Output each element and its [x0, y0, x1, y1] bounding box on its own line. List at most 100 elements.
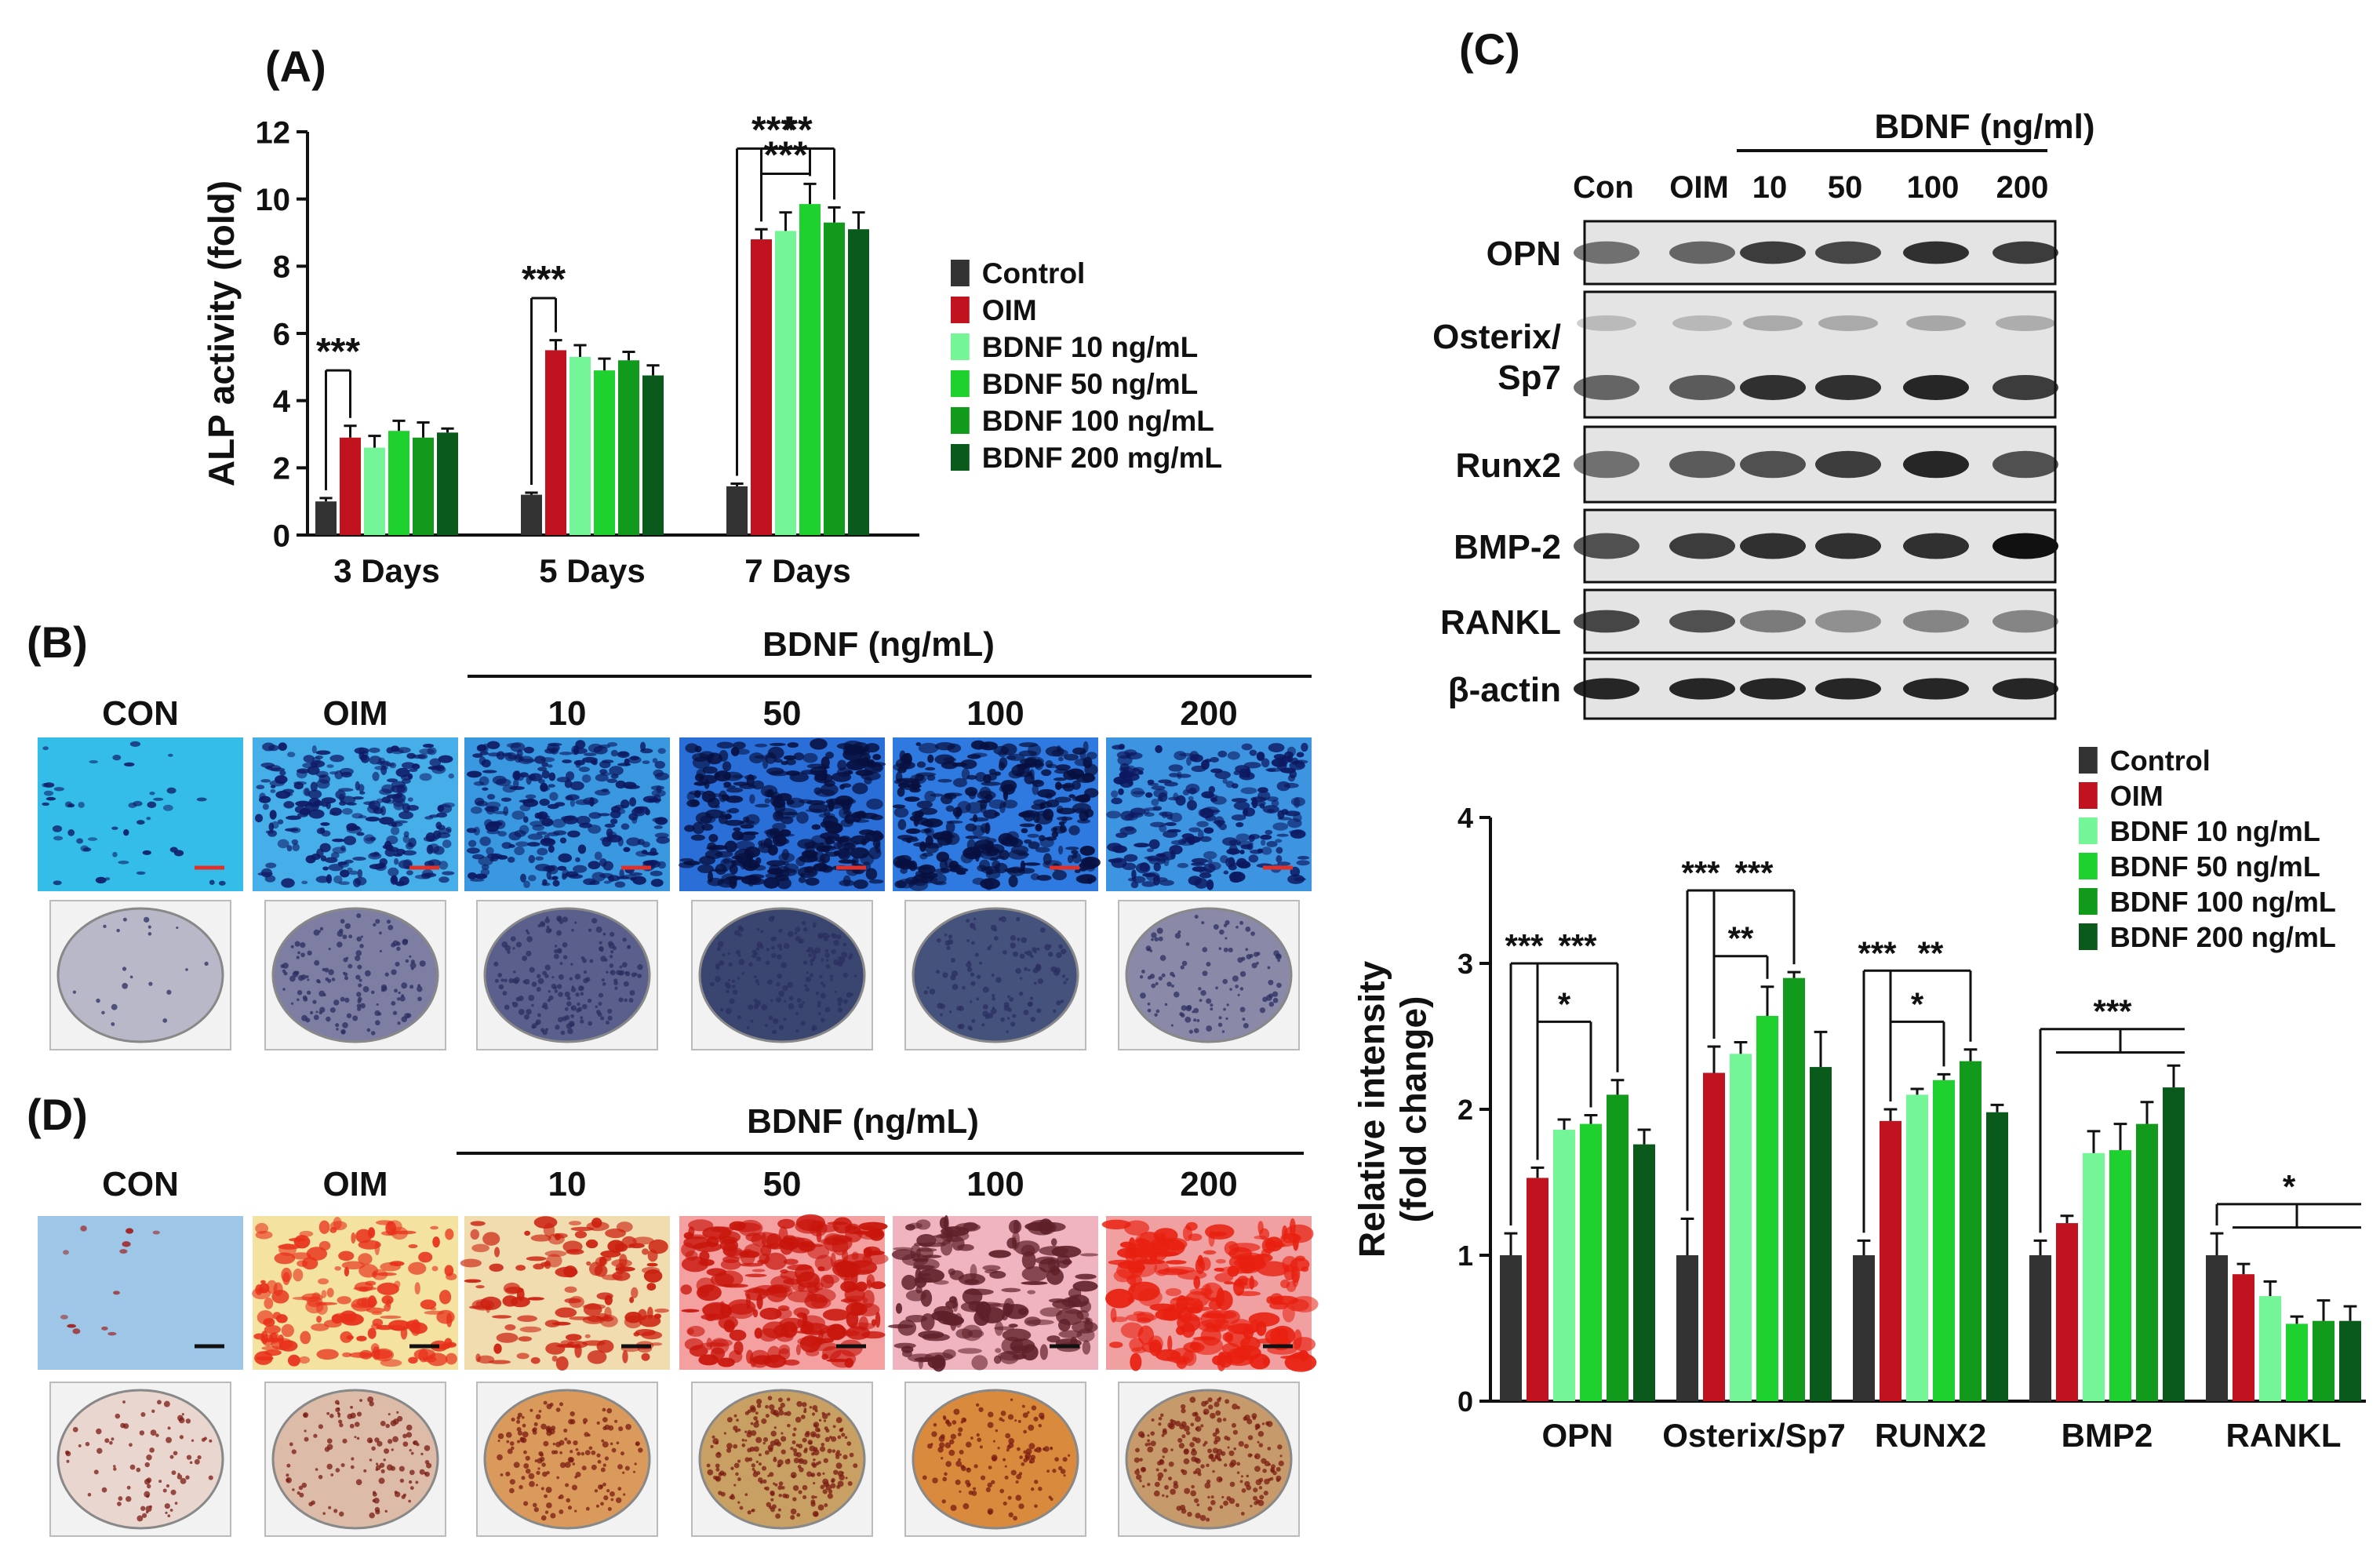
well-spot [634, 1462, 637, 1465]
well-spot [827, 1448, 832, 1454]
micrograph-stain [601, 788, 610, 792]
well-spot [728, 978, 731, 981]
micrograph-stain [1046, 1335, 1061, 1343]
well-spot [751, 953, 757, 959]
well-spot [1006, 1030, 1009, 1033]
well-spot [806, 1471, 813, 1477]
well-spot [733, 1444, 738, 1449]
well-spot [610, 1491, 615, 1497]
well-spot [356, 1411, 362, 1417]
micrograph-stain [1119, 778, 1134, 788]
micrograph-stain [982, 1265, 1001, 1271]
well-spot [144, 1462, 150, 1468]
well-spot [1181, 1469, 1188, 1476]
well-spot [1195, 1427, 1199, 1431]
micrograph-stain [76, 838, 84, 844]
well-spot [541, 1005, 545, 1009]
well-spot [376, 1003, 379, 1006]
well-spot [337, 1414, 340, 1418]
micrograph-stain [337, 1296, 351, 1305]
well-spot [155, 1433, 159, 1437]
micrograph-stain [1214, 1272, 1234, 1283]
well-spot [1276, 953, 1281, 959]
well-spot [113, 1465, 116, 1468]
micrograph-stain [706, 1338, 712, 1350]
well-spot [392, 1436, 398, 1443]
column-label: 50 [763, 1165, 802, 1203]
well-spot [554, 989, 559, 993]
micrograph-stain [526, 1256, 547, 1262]
micrograph-stain [697, 864, 714, 873]
well-spot [776, 954, 782, 960]
well-spot [326, 1444, 333, 1451]
well-spot [948, 939, 954, 945]
well-spot [1206, 1517, 1210, 1522]
well-spot [798, 1444, 803, 1449]
micrograph-stain [1286, 746, 1297, 756]
micrograph-stain [610, 810, 621, 819]
well-spot [837, 1002, 842, 1007]
micrograph-stain [391, 781, 406, 788]
well-spot [788, 930, 794, 938]
well-spot [529, 967, 535, 973]
well-spot [1191, 1449, 1197, 1456]
micrograph-stain [1065, 846, 1079, 850]
bar [2163, 1087, 2185, 1401]
well-spot [409, 1469, 415, 1476]
well-spot [1164, 1003, 1168, 1007]
well-spot [594, 1489, 599, 1493]
micrograph-stain [112, 851, 118, 857]
well-spot [533, 1507, 539, 1513]
well-spot [115, 1413, 121, 1419]
well-spot [768, 1015, 773, 1021]
micrograph-stain [1181, 1322, 1195, 1338]
well [698, 907, 866, 1043]
well-spot [753, 1416, 758, 1421]
micrograph-stain [1177, 1316, 1203, 1322]
micrograph-stain [329, 771, 339, 775]
micrograph-stain [487, 752, 501, 757]
well-spot [379, 1462, 385, 1468]
column-label: OIM [322, 1165, 388, 1203]
wb-row-label: β-actin [1448, 671, 1561, 709]
bar [1553, 1130, 1575, 1401]
well-spot [1244, 1480, 1250, 1487]
legend-swatch [951, 370, 970, 397]
micrograph-stain [989, 1270, 1006, 1279]
well-spot [604, 1456, 610, 1461]
well-spot [955, 1460, 963, 1467]
well-spot [926, 986, 930, 989]
micrograph-stain [765, 752, 777, 764]
micrograph-stain [1134, 1238, 1145, 1243]
micrograph-stain [42, 802, 49, 806]
bar [570, 356, 591, 535]
column-label: 200 [1180, 694, 1237, 733]
well-spot [1157, 1472, 1164, 1479]
well-spot [737, 1459, 741, 1463]
well-spot [1267, 966, 1271, 970]
micrograph-stain [897, 819, 907, 831]
well-spot [544, 974, 549, 978]
well-spot [378, 1477, 385, 1484]
micrograph-stain [293, 1269, 304, 1282]
micrograph-stain [67, 1323, 77, 1328]
micrograph-stain [1151, 785, 1166, 791]
micrograph-stain [1056, 1254, 1071, 1269]
micrograph-stain [820, 1324, 848, 1340]
well-spot [765, 1414, 770, 1418]
well-spot [176, 1474, 183, 1480]
well-spot [842, 972, 849, 978]
micrograph-stain [952, 762, 968, 767]
y-tick-label: 8 [273, 250, 290, 285]
micrograph-stain [1141, 1342, 1163, 1353]
micrograph-stain [346, 823, 358, 832]
well-spot [146, 1454, 152, 1461]
micrograph-stain [809, 1220, 828, 1237]
well-spot [778, 1025, 784, 1030]
well-spot [989, 945, 992, 948]
well-spot [1141, 970, 1145, 974]
well-spot [979, 1445, 983, 1449]
micrograph-stain [598, 744, 611, 749]
micrograph-stain [269, 810, 277, 820]
well-spot [748, 962, 753, 967]
